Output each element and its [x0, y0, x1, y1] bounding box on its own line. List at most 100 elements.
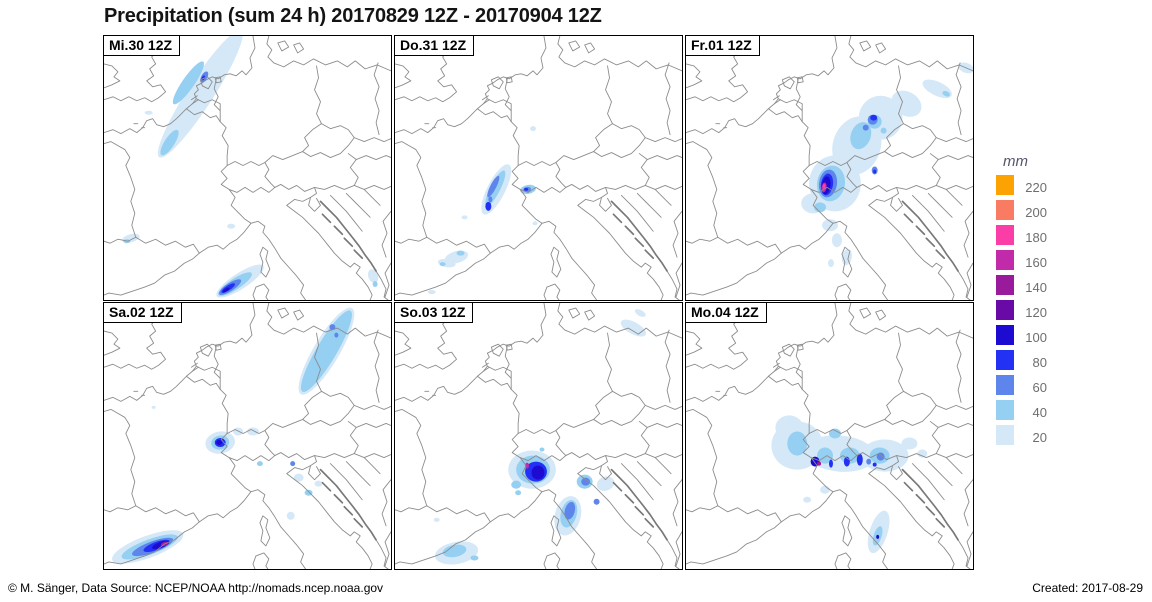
precip-cell [822, 219, 838, 232]
precip-cell [456, 250, 465, 256]
legend-unit-label: mm [1003, 153, 1028, 170]
legend-swatch [996, 350, 1014, 370]
precip-cell [525, 462, 530, 469]
precip-cell [856, 453, 863, 466]
legend-value: 20 [1032, 430, 1047, 445]
precip-cell [485, 201, 492, 211]
precip-cell [531, 465, 545, 480]
legend-swatch [996, 175, 1014, 195]
precip-cell [831, 233, 842, 248]
map-panel: Mo.04 12Z [685, 302, 974, 570]
precip-cell [151, 405, 156, 409]
precip-cell [803, 496, 812, 503]
precip-cell [891, 90, 922, 117]
precip-cell [227, 223, 236, 229]
legend-swatch [996, 250, 1014, 270]
panel-label: Mo.04 12Z [685, 302, 767, 323]
precip-cell [372, 281, 378, 288]
legend-entry: 60 [996, 375, 1047, 395]
legend-value: 220 [1025, 180, 1047, 195]
precip-cell [222, 287, 230, 293]
precip-cell [917, 449, 928, 458]
precip-cell [488, 196, 493, 203]
precip-cell [247, 427, 259, 436]
panel-label: Fr.01 12Z [685, 35, 760, 56]
precip-cell [256, 461, 263, 467]
precip-cell [787, 431, 808, 456]
map-canvas [686, 36, 973, 300]
precip-cell [530, 126, 537, 132]
panel-label: Mi.30 12Z [103, 35, 181, 56]
legend-entry: 180 [996, 225, 1047, 245]
created-text: Created: 2017-08-29 [1032, 581, 1143, 595]
legend-entry: 100 [996, 325, 1047, 345]
precip-cell [334, 332, 339, 338]
precip-cell [593, 498, 600, 505]
precip-cell [828, 259, 834, 268]
precip-cell [157, 36, 243, 158]
legend-swatch [996, 325, 1014, 345]
precip-cell [515, 490, 522, 496]
legend-swatch [996, 225, 1014, 245]
precip-cell [511, 480, 522, 489]
map-canvas [104, 303, 391, 569]
precip-cell [822, 183, 826, 189]
map-canvas [395, 36, 682, 300]
panel-label: So.03 12Z [394, 302, 474, 323]
precip-cell [439, 262, 446, 267]
legend-entry: 200 [996, 200, 1047, 220]
precip-cell [442, 544, 467, 558]
precip-cell [290, 461, 296, 467]
precip-cell [596, 476, 615, 491]
precip-cell [872, 462, 877, 467]
precip-cell [820, 485, 830, 494]
credit-text: © M. Sänger, Data Source: NCEP/NOAA http… [8, 581, 384, 595]
precipitation-overlay [801, 62, 973, 268]
precip-cell [841, 249, 852, 266]
precip-cell [564, 501, 576, 520]
precip-cell [433, 517, 440, 522]
legend-value: 120 [1025, 305, 1047, 320]
precip-cell [634, 309, 646, 317]
map-canvas [395, 303, 682, 569]
precip-cell [620, 319, 646, 337]
precip-cell [876, 452, 885, 461]
precip-cell [470, 555, 479, 561]
legend-swatch [996, 275, 1014, 295]
legend-entry: 220 [996, 175, 1047, 195]
precip-cell [524, 187, 529, 191]
legend-entry: 80 [996, 350, 1047, 370]
map-panel: Mi.30 12Z [103, 35, 392, 301]
legend-value: 140 [1025, 280, 1047, 295]
precip-cell [216, 440, 223, 446]
legend-entries: 220 200 180 160 140 120 100 80 60 40 20 [996, 175, 1047, 445]
precip-cell [427, 290, 436, 295]
panel-label: Do.31 12Z [394, 35, 475, 56]
legend-swatch [996, 400, 1014, 420]
precip-cell [901, 437, 918, 450]
legend-value: 100 [1025, 330, 1047, 345]
precip-cell [866, 458, 872, 465]
legend-value: 180 [1025, 230, 1047, 245]
precip-cell [144, 110, 153, 115]
precipitation-overlay [427, 126, 538, 295]
legend-entry: 120 [996, 300, 1047, 320]
precip-cell [829, 428, 841, 439]
precip-cell [329, 324, 336, 331]
precip-cell [880, 127, 887, 134]
precip-cell [487, 175, 500, 198]
page-title: Precipitation (sum 24 h) 20170829 12Z - … [104, 5, 602, 27]
europe-outline [104, 303, 391, 569]
precip-cell [172, 61, 205, 105]
map-panel: So.03 12Z [394, 302, 683, 570]
precip-cell [814, 202, 827, 213]
precip-cell [876, 534, 880, 539]
legend-entry: 160 [996, 250, 1047, 270]
precip-cell [873, 169, 877, 174]
legend-swatch [996, 375, 1014, 395]
europe-outline [104, 36, 391, 300]
precipitation-overlay [771, 415, 928, 554]
legend-value: 80 [1032, 355, 1047, 370]
color-legend: mm 220 200 180 160 140 120 100 80 60 40 20 [996, 153, 1047, 450]
precip-cell [817, 461, 822, 466]
